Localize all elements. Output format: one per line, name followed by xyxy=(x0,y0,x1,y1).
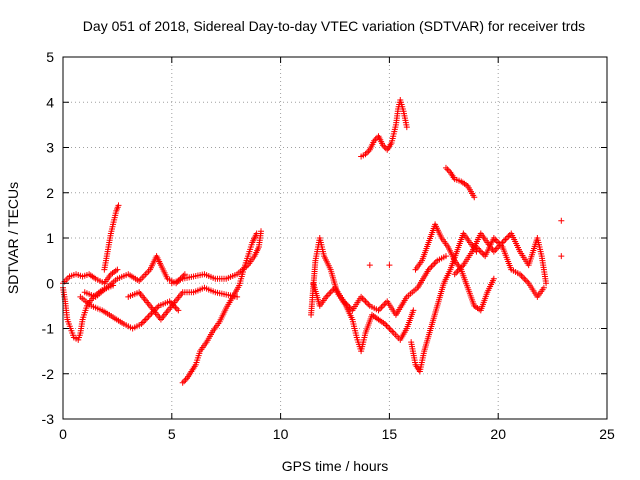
x-tick-label: 20 xyxy=(490,426,506,442)
data-point xyxy=(410,307,417,314)
x-axis-label: GPS time / hours xyxy=(282,458,389,474)
data-point xyxy=(175,307,182,314)
x-tick-label: 15 xyxy=(382,426,398,442)
x-tick-label: 25 xyxy=(599,426,615,442)
y-tick-label: 2 xyxy=(46,185,54,201)
x-tick-label: 5 xyxy=(168,426,176,442)
data-point xyxy=(558,253,565,260)
data-point xyxy=(115,202,122,209)
x-tick-label: 10 xyxy=(273,426,289,442)
data-point xyxy=(366,262,373,269)
data-point xyxy=(403,124,410,131)
y-axis-label: SDTVAR / TECUs xyxy=(5,182,21,294)
y-tick-label: 1 xyxy=(46,230,54,246)
y-tick-label: -3 xyxy=(42,411,55,427)
x-tick-label: 0 xyxy=(59,426,67,442)
axis-ticks: 0 5 10 15 20 25 -3 -2 -1 0 1 2 3 4 5 xyxy=(42,49,615,442)
y-tick-label: 0 xyxy=(46,275,54,291)
data-point xyxy=(386,262,393,269)
data-point xyxy=(114,266,121,273)
y-tick-label: 3 xyxy=(46,140,54,156)
data-point xyxy=(442,253,449,260)
y-tick-label: 4 xyxy=(46,94,54,110)
chart-title: Day 051 of 2018, Sidereal Day-to-day VTE… xyxy=(83,18,585,34)
data-point xyxy=(471,194,478,201)
y-tick-label: -1 xyxy=(42,321,55,337)
data-point xyxy=(540,284,547,291)
data-point xyxy=(558,217,565,224)
data-point xyxy=(490,275,497,282)
y-tick-label: -2 xyxy=(42,366,55,382)
data-point xyxy=(543,280,550,287)
y-tick-label: 5 xyxy=(46,49,54,65)
data-point xyxy=(258,228,265,235)
data-points xyxy=(60,96,565,386)
